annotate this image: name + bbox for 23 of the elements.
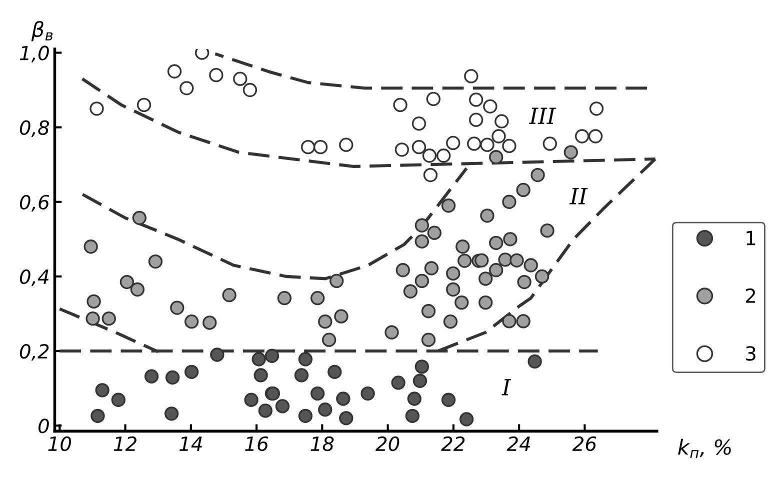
legend-label: 1 — [746, 230, 756, 246]
y-tick-label: 0,4 — [20, 269, 48, 286]
y-tick-label: 0 — [38, 418, 49, 434]
legend-label: 2 — [746, 288, 755, 303]
x-tick-label: 12 — [114, 436, 136, 451]
y-tick-label: 0,8 — [20, 120, 50, 137]
x-tick-label: 14 — [180, 436, 202, 451]
x-axis-title: k$_{п}$, % — [678, 438, 731, 458]
annotation: III — [528, 108, 556, 124]
x-tick-label: 24 — [506, 436, 530, 451]
y-tick-label: 0,6 — [20, 194, 50, 212]
x-tick-label: 18 — [310, 436, 334, 452]
legend-label: 3 — [746, 346, 756, 361]
x-tick-label: 26 — [572, 436, 596, 452]
y-tick-label: 0,2 — [20, 344, 49, 361]
annotation: II — [569, 188, 588, 204]
x-tick-label: 22 — [441, 436, 465, 451]
y-axis-title: β$_{в}$ — [31, 20, 53, 42]
x-tick-label: 16 — [245, 436, 268, 452]
x-tick-label: 20 — [376, 436, 400, 452]
x-tick-label: 10 — [48, 436, 72, 452]
annotation: I — [502, 379, 512, 396]
y-tick-label: 1,0 — [20, 46, 49, 62]
